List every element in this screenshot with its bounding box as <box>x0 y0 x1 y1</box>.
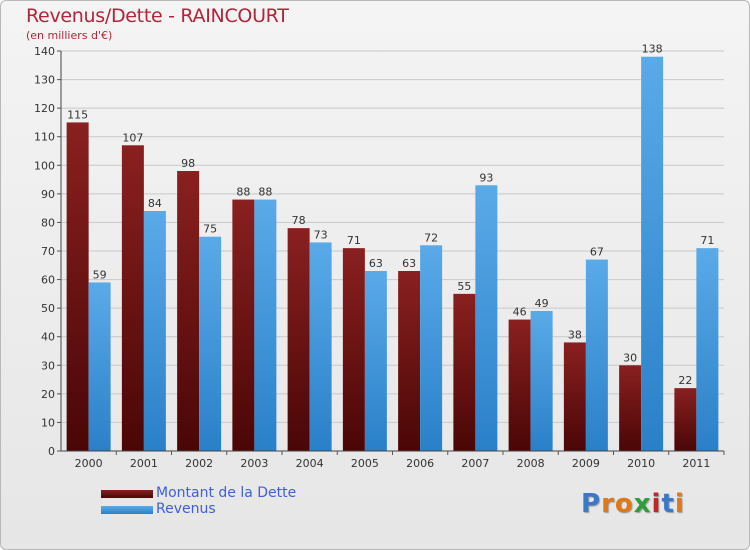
y-tick-label: 70 <box>41 245 55 258</box>
y-tick-label: 40 <box>41 331 55 344</box>
debt-bar <box>232 199 255 451</box>
debt-bar <box>398 271 421 451</box>
revenue-bar <box>696 248 719 451</box>
revenue-bar <box>254 199 277 451</box>
data-label: 59 <box>93 268 107 281</box>
y-tick-label: 80 <box>41 216 55 229</box>
value-labels: 115 59 107 84 98 75 88 88 78 73 71 63 63 72 55 93 46 49 38… <box>67 43 714 387</box>
data-label: 71 <box>347 234 361 247</box>
revenue-bar <box>475 185 498 452</box>
data-label: 107 <box>122 131 143 144</box>
legend-label-revenue: Revenus <box>156 501 216 517</box>
y-tick-label: 10 <box>41 416 55 429</box>
data-label: 67 <box>590 246 604 259</box>
x-tick-label: 2002 <box>185 457 213 470</box>
proxiti-logo: Proxiti <box>581 489 685 519</box>
x-tick-label: 2007 <box>461 457 489 470</box>
data-label: 84 <box>148 197 162 210</box>
y-tick-label: 100 <box>34 159 55 172</box>
data-label: 72 <box>424 231 438 244</box>
data-label: 115 <box>67 108 88 121</box>
y-tick-label: 140 <box>34 45 55 58</box>
data-label: 46 <box>513 306 527 319</box>
debt-bar <box>619 365 642 451</box>
revenue-bar <box>143 211 166 451</box>
chart-subtitle: (en milliers d'€) <box>26 29 113 42</box>
x-tick-label: 2000 <box>75 457 103 470</box>
data-label: 63 <box>369 257 383 270</box>
y-tick-label: 50 <box>41 302 55 315</box>
data-label: 22 <box>678 374 692 387</box>
axes: 0 10 20 30 40 50 60 70 80 90 100 110 120 130 140 2000 20… <box>34 45 725 470</box>
y-tick-label: 0 <box>48 445 55 458</box>
logo-letter: r <box>601 489 615 519</box>
grid-lines <box>61 50 724 452</box>
data-label: 38 <box>568 328 582 341</box>
revenue-bar <box>420 245 443 451</box>
x-tick-label: 2001 <box>130 457 158 470</box>
y-tick-label: 20 <box>41 388 55 401</box>
debt-bar <box>563 342 586 451</box>
logo-letter: i <box>651 489 662 519</box>
data-label: 88 <box>236 186 250 199</box>
debt-bar <box>121 145 144 452</box>
chart-title: Revenus/Dette - RAINCOURT <box>26 5 289 27</box>
debt-bar <box>342 248 365 451</box>
logo-letter: x <box>633 489 652 519</box>
x-tick-label: 2006 <box>406 457 434 470</box>
logo-letter: o <box>614 489 634 519</box>
x-tick-label: 2009 <box>572 457 600 470</box>
x-tick-label: 2008 <box>517 457 545 470</box>
revenue-bar <box>641 56 664 451</box>
data-label: 93 <box>479 171 493 184</box>
debt-bar <box>66 122 89 451</box>
debt-bar <box>508 319 531 451</box>
data-label: 75 <box>203 223 217 236</box>
data-label: 30 <box>623 351 637 364</box>
y-tick-label: 110 <box>34 131 55 144</box>
data-label: 71 <box>700 234 714 247</box>
revenue-bar <box>530 311 553 451</box>
data-label: 55 <box>457 280 471 293</box>
legend-swatch-revenue <box>101 506 153 514</box>
bars <box>66 56 719 452</box>
logo-letter: P <box>581 489 602 519</box>
revenue-bar <box>585 259 608 451</box>
data-label: 88 <box>258 186 272 199</box>
debt-bar <box>453 293 476 451</box>
data-label: 49 <box>535 297 549 310</box>
debt-bar <box>287 228 310 451</box>
revenue-bar <box>199 236 222 451</box>
debt-bar <box>177 171 200 451</box>
debt-bar <box>674 388 697 451</box>
revenue-bar <box>364 271 387 451</box>
logo-letter: t <box>661 489 675 519</box>
data-label: 63 <box>402 257 416 270</box>
revenue-bar <box>309 242 332 451</box>
y-tick-label: 60 <box>41 274 55 287</box>
y-tick-label: 130 <box>34 74 55 87</box>
y-tick-label: 30 <box>41 359 55 372</box>
x-tick-label: 2010 <box>627 457 655 470</box>
x-tick-label: 2004 <box>296 457 324 470</box>
data-label: 138 <box>642 43 663 56</box>
logo-letter: i <box>674 489 685 519</box>
data-label: 78 <box>292 214 306 227</box>
data-label: 98 <box>181 157 195 170</box>
y-tick-label: 90 <box>41 188 55 201</box>
y-tick-label: 120 <box>34 102 55 115</box>
x-tick-label: 2003 <box>240 457 268 470</box>
x-tick-label: 2011 <box>682 457 710 470</box>
x-tick-label: 2005 <box>351 457 379 470</box>
data-label: 73 <box>314 228 328 241</box>
revenue-bar <box>88 282 111 451</box>
legend-label-debt: Montant de la Dette <box>156 485 297 501</box>
legend-swatch-debt <box>101 490 153 498</box>
